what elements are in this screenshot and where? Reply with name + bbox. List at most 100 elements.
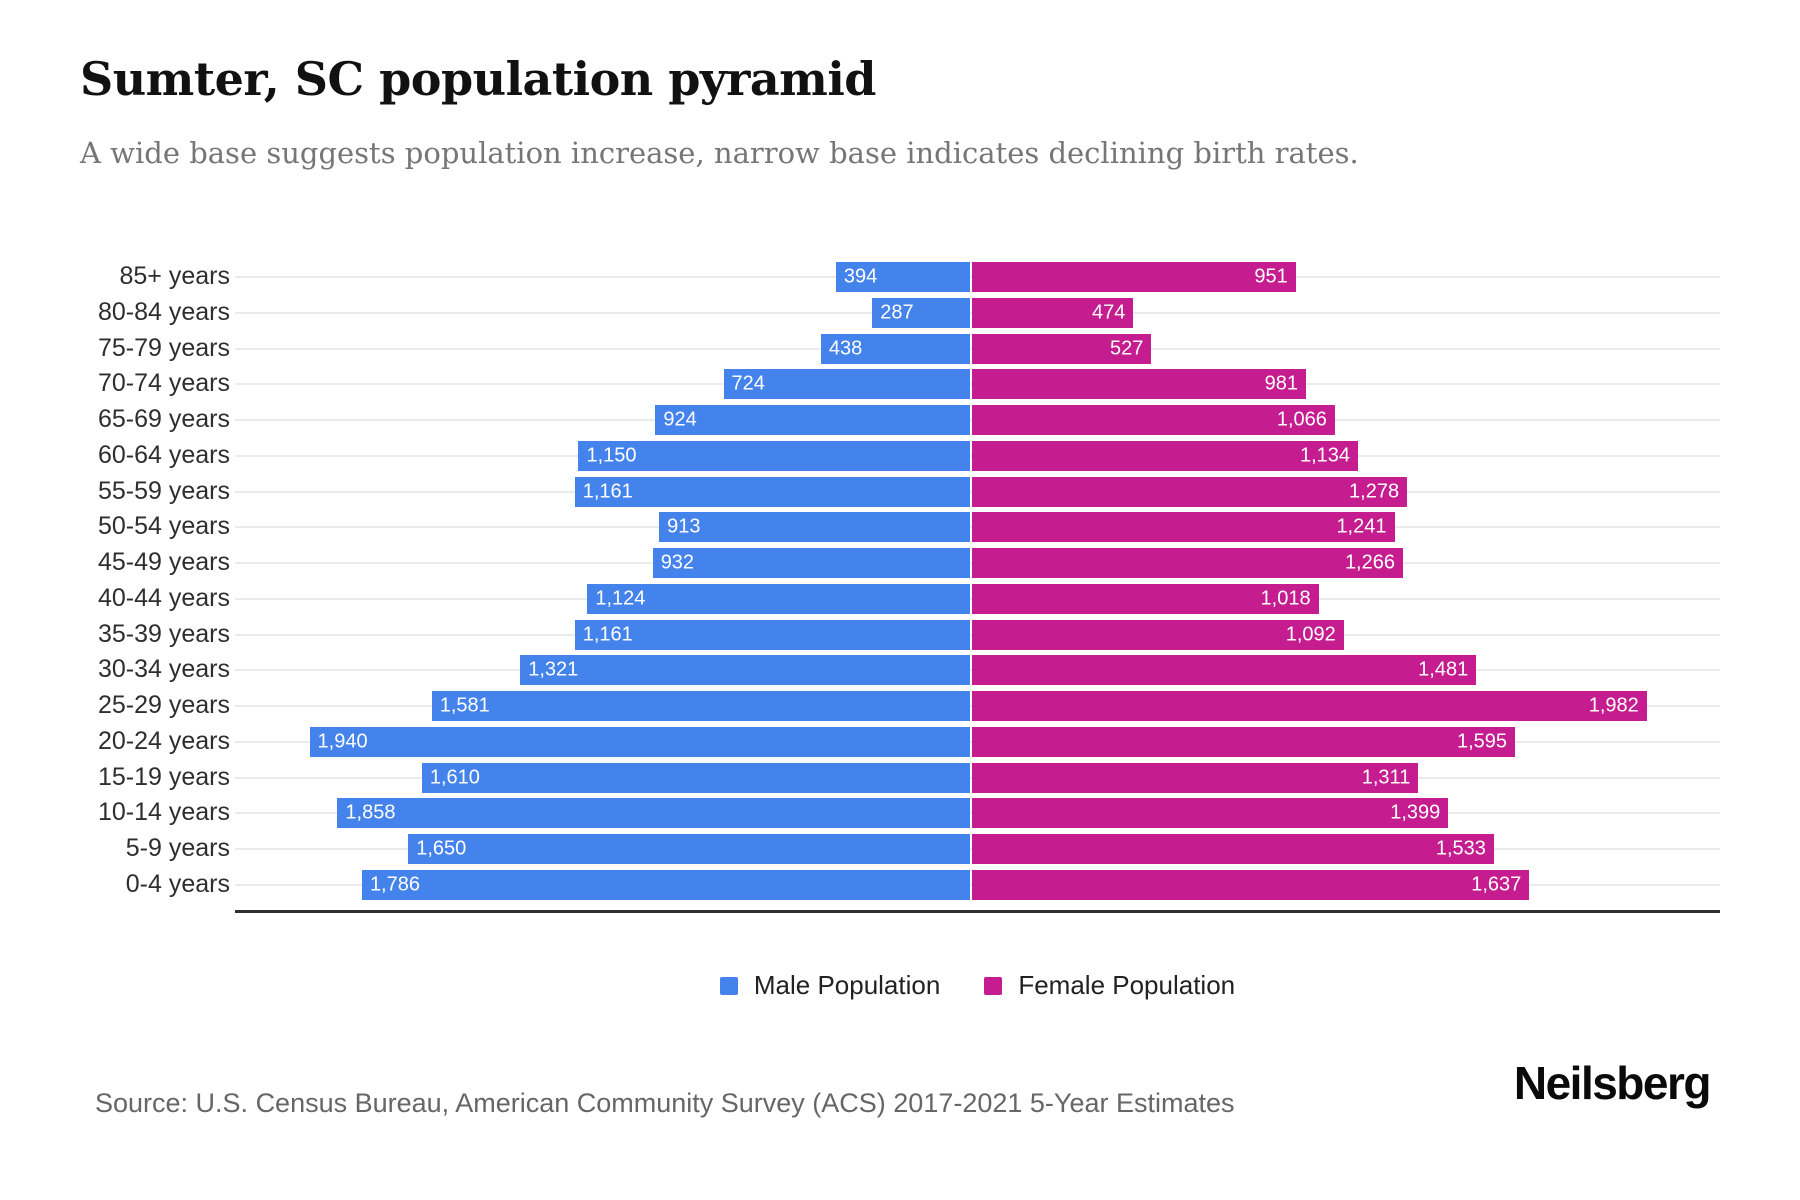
female-bar[interactable]: 474 xyxy=(972,297,1134,328)
chart-title: Sumter, SC population pyramid xyxy=(80,52,876,106)
female-bar[interactable]: 527 xyxy=(972,333,1152,364)
legend-label-male: Male Population xyxy=(753,970,941,1000)
male-bar[interactable]: 1,581 xyxy=(431,691,970,721)
age-group-label: 55-59 years xyxy=(97,476,230,505)
female-bar[interactable]: 1,982 xyxy=(972,691,1647,721)
female-bar[interactable]: 1,481 xyxy=(972,655,1477,686)
age-group-label: 65-69 years xyxy=(97,405,230,433)
female-bar[interactable]: 1,311 xyxy=(972,762,1419,793)
male-bar-value: 924 xyxy=(663,408,697,431)
male-bar[interactable]: 1,786 xyxy=(361,869,970,900)
male-bar[interactable]: 913 xyxy=(659,512,970,543)
female-legend-swatch-icon xyxy=(984,976,1003,995)
age-group-label: 85+ years xyxy=(119,262,231,290)
male-bar-value: 1,161 xyxy=(582,623,633,645)
male-bar-value: 724 xyxy=(731,372,765,395)
age-group-label: 5-9 years xyxy=(125,834,230,862)
male-bar-value: 1,581 xyxy=(439,694,490,717)
female-bar-value: 527 xyxy=(1110,337,1144,359)
age-group-label: 75-79 years xyxy=(97,333,230,362)
legend-item-female[interactable]: Female Population xyxy=(984,970,1235,1001)
female-bar-value: 1,266 xyxy=(1344,551,1395,574)
age-group-label: 0-4 years xyxy=(125,869,230,898)
female-bar[interactable]: 1,637 xyxy=(972,869,1530,900)
male-bar[interactable]: 724 xyxy=(723,369,970,400)
female-bar-value: 1,241 xyxy=(1336,515,1387,538)
age-group-label: 30-34 years xyxy=(97,655,230,684)
female-bar[interactable]: 1,533 xyxy=(972,834,1494,864)
female-bar-value: 1,399 xyxy=(1390,801,1441,824)
male-bar-value: 1,858 xyxy=(345,801,396,824)
male-bar-value: 1,124 xyxy=(595,587,646,610)
male-bar-value: 1,150 xyxy=(586,444,637,467)
female-bar-value: 1,278 xyxy=(1349,480,1400,502)
age-group-label: 10-14 years xyxy=(97,798,230,827)
female-bar[interactable]: 1,399 xyxy=(972,798,1449,829)
male-bar-value: 913 xyxy=(667,515,701,538)
female-bar-value: 1,066 xyxy=(1276,408,1327,431)
legend-item-male[interactable]: Male Population xyxy=(719,970,941,1001)
age-group-label: 70-74 years xyxy=(97,369,230,398)
male-legend-swatch-icon xyxy=(719,976,738,995)
female-bar[interactable]: 1,595 xyxy=(972,726,1516,757)
male-bar[interactable]: 394 xyxy=(835,262,970,292)
female-bar-value: 1,595 xyxy=(1456,730,1508,753)
female-bar-value: 1,982 xyxy=(1588,694,1639,717)
female-bar-value: 1,481 xyxy=(1418,658,1469,681)
female-bar-value: 1,637 xyxy=(1471,873,1522,896)
legend: Male Population Female Population xyxy=(235,970,1720,1001)
male-bar[interactable]: 438 xyxy=(820,333,970,364)
female-bar[interactable]: 1,066 xyxy=(972,405,1335,435)
female-bar-value: 1,092 xyxy=(1285,623,1336,645)
male-bar[interactable]: 1,858 xyxy=(337,798,970,829)
male-bar[interactable]: 1,610 xyxy=(421,762,970,793)
male-bar[interactable]: 1,321 xyxy=(520,655,970,686)
age-group-label: 50-54 years xyxy=(97,512,230,541)
age-group-label: 80-84 years xyxy=(97,297,230,326)
female-bar-value: 1,018 xyxy=(1260,587,1311,610)
male-bar-value: 438 xyxy=(828,337,863,359)
female-bar[interactable]: 981 xyxy=(972,369,1306,400)
age-group-label: 25-29 years xyxy=(97,691,230,719)
female-bar[interactable]: 1,278 xyxy=(972,476,1408,507)
male-bar-value: 287 xyxy=(880,301,914,324)
age-group-label: 40-44 years xyxy=(97,583,230,612)
female-bar-value: 951 xyxy=(1254,265,1288,288)
male-bar-value: 1,786 xyxy=(369,873,420,896)
male-bar-value: 1,161 xyxy=(582,480,633,502)
male-bar[interactable]: 924 xyxy=(655,405,970,435)
x-axis-line xyxy=(235,909,1720,913)
male-bar[interactable]: 287 xyxy=(872,297,970,328)
age-group-label: 35-39 years xyxy=(97,619,230,648)
age-group-label: 45-49 years xyxy=(97,548,230,576)
chart-subtitle: A wide base suggests population increase… xyxy=(80,136,1359,170)
male-bar[interactable]: 932 xyxy=(652,548,970,578)
male-bar-value: 1,610 xyxy=(429,766,480,788)
female-bar[interactable]: 951 xyxy=(972,262,1296,292)
age-group-label: 60-64 years xyxy=(97,440,230,469)
male-bar-value: 932 xyxy=(660,551,695,574)
female-bar[interactable]: 1,018 xyxy=(972,583,1319,614)
age-group-label: 20-24 years xyxy=(97,726,230,755)
male-bar[interactable]: 1,161 xyxy=(574,476,970,507)
male-bar[interactable]: 1,161 xyxy=(574,619,970,650)
female-bar-value: 1,311 xyxy=(1361,766,1411,788)
female-bar-value: 1,533 xyxy=(1435,837,1486,860)
male-bar-value: 1,321 xyxy=(528,658,579,681)
female-bar[interactable]: 1,241 xyxy=(972,512,1395,543)
female-bar[interactable]: 1,134 xyxy=(972,440,1359,471)
male-bar-value: 1,940 xyxy=(317,730,368,753)
male-bar[interactable]: 1,940 xyxy=(309,726,970,757)
male-bar-value: 394 xyxy=(843,265,878,288)
male-bar[interactable]: 1,150 xyxy=(578,440,970,471)
female-bar-value: 981 xyxy=(1264,372,1298,395)
source-text: Source: U.S. Census Bureau, American Com… xyxy=(95,1088,1235,1118)
male-bar[interactable]: 1,124 xyxy=(587,583,970,614)
female-bar[interactable]: 1,092 xyxy=(972,619,1344,650)
male-bar[interactable]: 1,650 xyxy=(408,834,970,864)
male-bar-value: 1,650 xyxy=(416,837,467,860)
female-bar[interactable]: 1,266 xyxy=(972,548,1403,578)
legend-label-female: Female Population xyxy=(1018,970,1236,1000)
